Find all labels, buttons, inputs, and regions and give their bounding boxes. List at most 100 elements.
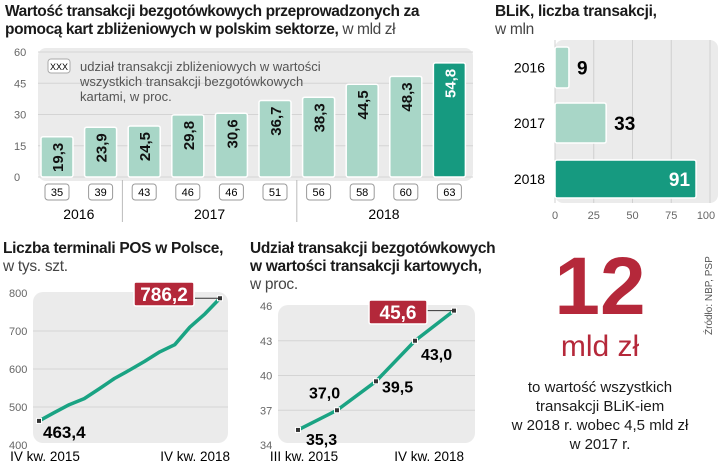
share-label: 43	[138, 187, 150, 199]
category-label: 2017	[514, 115, 545, 131]
share-label: 58	[356, 187, 368, 199]
bar	[554, 159, 697, 199]
x-tick-label: 75	[665, 210, 677, 222]
bar	[258, 99, 292, 178]
bar	[554, 46, 570, 89]
plot-panel	[33, 292, 228, 443]
source-note: Źródło: NBP, PSP	[704, 256, 715, 335]
value-label: 35,3	[306, 432, 337, 449]
y-tick-label: 800	[9, 288, 27, 300]
share-box	[349, 183, 375, 201]
bar	[171, 114, 205, 178]
highlight-unit: mld zł	[560, 330, 640, 363]
share-label: 46	[182, 187, 194, 199]
end-value-label: 786,2	[140, 285, 188, 306]
bar	[83, 126, 118, 178]
y-tick-label: 0	[14, 172, 20, 184]
y-tick-label: 60	[14, 47, 26, 59]
bar	[389, 75, 423, 178]
start-value-label: 463,4	[43, 423, 86, 442]
data-point	[412, 337, 418, 344]
year-label: 2016	[63, 206, 94, 222]
legend-text: wszystkich transakcji bezgotówkowych	[79, 74, 303, 89]
contactless-chart-title: Wartość transakcji bezgotówkowych przepr…	[5, 3, 475, 39]
y-tick-label: 30	[14, 110, 26, 122]
blik-chart-title: BLiK, liczba transakcji, w mln	[495, 3, 657, 39]
year-label: 2018	[368, 206, 399, 222]
y-tick-label: 600	[9, 364, 27, 376]
y-tick-label: 46	[260, 301, 272, 313]
x-tick-label: 50	[626, 210, 638, 222]
bar-value-label: 24,5	[137, 132, 154, 161]
share-label: 63	[443, 187, 455, 199]
legend-box	[47, 58, 71, 74]
bar-value-label: 23,9	[94, 133, 111, 162]
x-tick-label: 0	[552, 210, 558, 222]
x-tick-label: 25	[588, 210, 600, 222]
y-tick-label: 15	[14, 141, 26, 153]
bar-value-label: 30,6	[224, 119, 241, 148]
bar-value-label: 19,3	[50, 143, 67, 172]
share-box	[262, 183, 288, 201]
bar	[554, 102, 607, 144]
pos-chart-unit: w tys. szt.	[3, 258, 68, 275]
bar-value-label: 29,8	[181, 121, 198, 150]
x-axis-label: IV kw. 2015	[10, 449, 80, 464]
pos-chart-title: Liczba terminali POS w Polsce, w tys. szt…	[3, 240, 223, 276]
highlight-number: 12	[554, 241, 646, 332]
bar	[127, 125, 161, 178]
value-label: 43,0	[421, 347, 452, 364]
share-box	[393, 183, 419, 201]
value-label: 37,0	[309, 385, 340, 402]
share-label: 35	[51, 187, 63, 199]
value-label: 45,6	[380, 303, 417, 324]
data-point	[334, 407, 340, 414]
end-value-badge	[133, 281, 195, 307]
share-label: 46	[225, 187, 237, 199]
contactless-chart-unit: w mld zł	[342, 21, 396, 38]
blik-chart-title-text: BLiK, liczba transakcji,	[495, 3, 657, 20]
share-box	[175, 183, 201, 201]
highlight-line: transakcji BLiK-iem	[535, 398, 665, 415]
pos-chart-title-text: Liczba terminali POS w Polsce,	[3, 240, 224, 257]
share-box	[218, 183, 244, 201]
year-label: 2017	[194, 206, 225, 222]
bar	[214, 112, 249, 178]
bar-value-label: 38,3	[312, 103, 329, 132]
x-axis-label: IV kw. 2018	[394, 449, 464, 464]
y-tick-label: 45	[14, 78, 26, 90]
bar-value-label: 91	[669, 170, 691, 191]
bar	[40, 136, 74, 178]
data-point	[295, 426, 301, 433]
share-chart-title-line: w wartości transakcji kartowych,	[250, 258, 482, 275]
value-label: 39,5	[382, 379, 413, 396]
y-tick-label: 400	[9, 440, 27, 452]
bar	[301, 96, 336, 178]
share-box	[131, 183, 157, 201]
legend-text: udział transakcji zbliżeniowych w wartoś…	[80, 59, 321, 74]
share-label: 51	[269, 187, 281, 199]
bar-value-label: 48,3	[399, 82, 416, 111]
highlight-description: to wartość wszystkich transakcji BLiK-iem…	[485, 378, 715, 454]
share-label: 56	[312, 187, 324, 199]
x-axis-label: IV kw. 2018	[160, 449, 230, 464]
share-chart-title-line: Udział transakcji bezgotówkowych	[250, 240, 496, 257]
y-tick-label: 34	[260, 440, 272, 452]
blik-chart-unit: w mln	[495, 21, 534, 38]
highlight-line: w 2017 r.	[569, 436, 631, 453]
plot-panel	[278, 305, 475, 443]
x-tick-label: 100	[697, 210, 715, 222]
contactless-chart-title-text: Wartość transakcji bezgotówkowych przepr…	[5, 3, 420, 38]
data-point	[373, 378, 379, 385]
share-chart-unit: w proc.	[250, 276, 298, 293]
share-box	[436, 183, 462, 201]
bar-value-label: 33	[614, 114, 635, 135]
x-axis-label: III kw. 2015	[270, 449, 338, 464]
share-box	[306, 183, 332, 201]
share-label: 60	[400, 187, 412, 199]
y-tick-label: 37	[260, 405, 272, 417]
bar-value-label: 44,5	[355, 90, 372, 119]
y-tick-label: 700	[9, 326, 27, 338]
bar-value-label: 54,8	[442, 69, 459, 98]
